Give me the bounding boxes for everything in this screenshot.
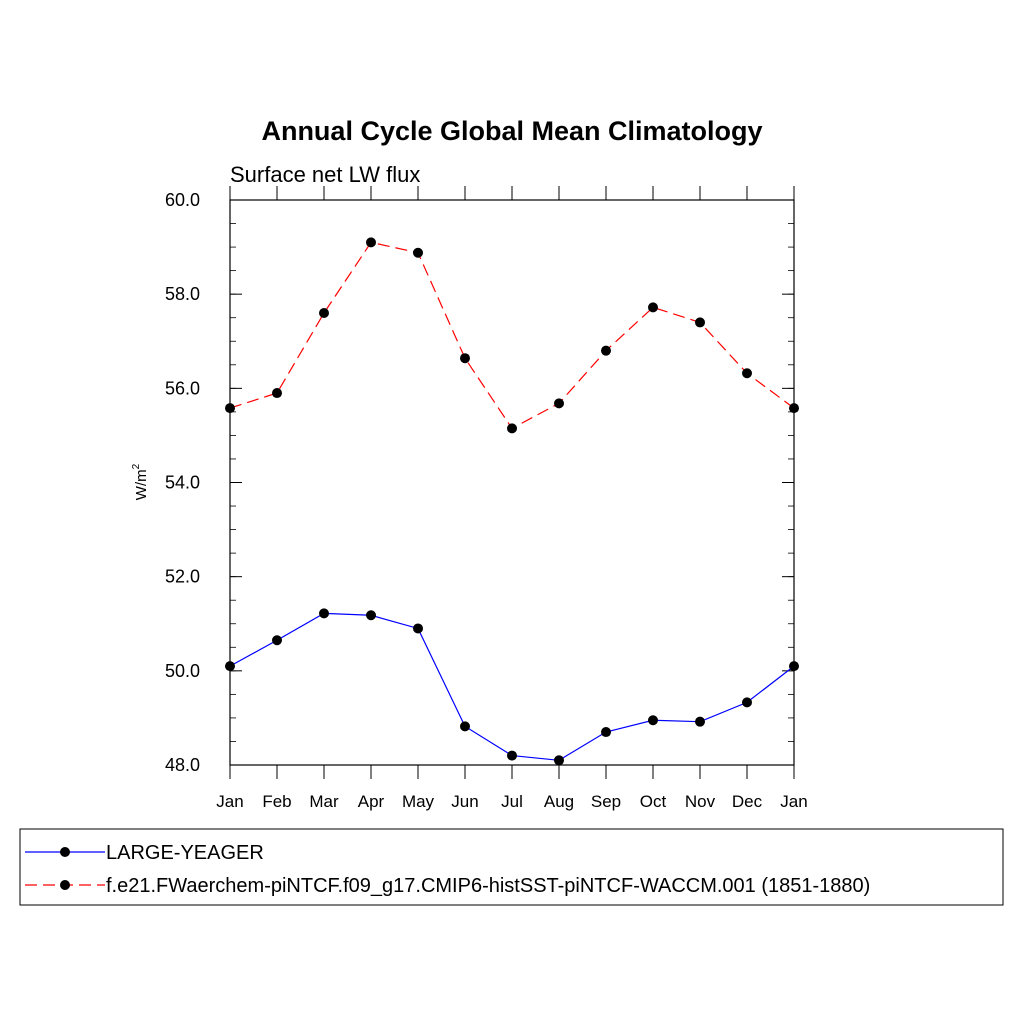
- data-point: [507, 423, 517, 434]
- y-tick-label: 48.0: [165, 755, 200, 775]
- x-tick-label: Jul: [501, 792, 523, 811]
- y-tick-label: 58.0: [165, 284, 200, 304]
- x-tick-label: Sep: [591, 792, 621, 811]
- x-tick-label: Apr: [358, 792, 385, 811]
- series-layer: [225, 237, 799, 766]
- x-tick-label: Nov: [685, 792, 716, 811]
- legend-marker: [60, 847, 70, 857]
- x-tick-label: Feb: [262, 792, 291, 811]
- axis-ticks: 48.0 50.0 52.0 54.0 56.0 58.0 60.0 Jan Feb Mar Apr…: [165, 186, 808, 811]
- y-tick-label: 54.0: [165, 473, 200, 493]
- series-2: [225, 237, 799, 434]
- y-tick-label: 56.0: [165, 378, 200, 398]
- chart-title: Annual Cycle Global Mean Climatology: [261, 116, 762, 146]
- series-line: [229, 241, 795, 430]
- legend-entry-label: f.e21.FWaerchem-piNTCF.f09_g17.CMIP6-his…: [106, 875, 870, 897]
- chart-subtitle: Surface net LW flux: [230, 162, 420, 187]
- y-axis-label: W/m2: [131, 463, 150, 500]
- x-tick-label: Jan: [780, 792, 807, 811]
- data-point: [460, 353, 470, 364]
- x-tick-label: Jun: [451, 792, 478, 811]
- x-tick-label: Jan: [216, 792, 243, 811]
- data-point: [601, 345, 611, 356]
- x-tick-label: Aug: [544, 792, 574, 811]
- x-tick-label: Oct: [640, 792, 667, 811]
- data-point: [507, 750, 517, 761]
- x-tick-label: Mar: [309, 792, 339, 811]
- data-point: [413, 247, 423, 258]
- data-point: [366, 610, 376, 621]
- data-point: [272, 635, 282, 646]
- data-point: [319, 608, 329, 619]
- y-tick-label: 52.0: [165, 567, 200, 587]
- series-1: [225, 608, 799, 766]
- legend-marker: [60, 880, 70, 890]
- data-point: [554, 755, 564, 766]
- y-axis-label-superscript: 2: [131, 463, 142, 469]
- x-tick-label: Dec: [732, 792, 763, 811]
- legend: LARGE-YEAGER f.e21.FWaerchem-piNTCF.f09_g…: [19, 828, 1004, 906]
- data-point: [413, 623, 423, 634]
- data-point: [695, 716, 705, 727]
- data-point: [742, 697, 752, 708]
- data-point: [366, 237, 376, 248]
- y-axis-label-text: W/m: [133, 469, 150, 500]
- data-point: [272, 388, 282, 399]
- data-point: [460, 721, 470, 732]
- y-tick-label: 50.0: [165, 661, 200, 681]
- data-point: [601, 727, 611, 738]
- plot-frame: [229, 199, 795, 766]
- x-tick-label: May: [402, 792, 435, 811]
- data-point: [554, 398, 564, 409]
- data-point: [648, 302, 658, 313]
- y-tick-label: 60.0: [165, 190, 200, 210]
- data-point: [648, 715, 658, 726]
- legend-entry-label: LARGE-YEAGER: [106, 842, 264, 864]
- legend-box: [19, 828, 1004, 906]
- data-point: [742, 368, 752, 379]
- data-point: [695, 317, 705, 328]
- series-line: [229, 612, 795, 761]
- data-point: [319, 308, 329, 318]
